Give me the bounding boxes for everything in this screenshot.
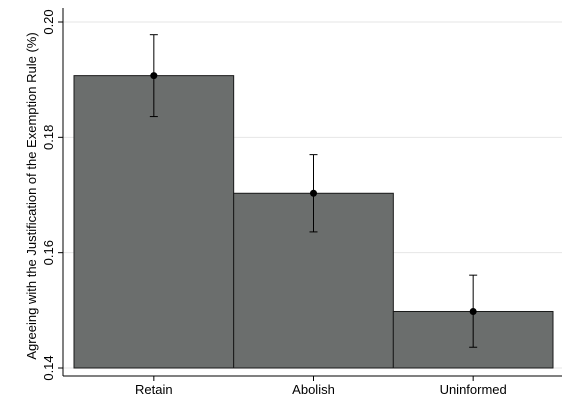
x-tick-label: Abolish xyxy=(292,382,335,397)
y-ticks: 0.14 0.16 0.18 0.20 xyxy=(41,9,63,381)
x-ticks: Retain Abolish Uninformed xyxy=(135,376,507,397)
mean-marker xyxy=(150,72,158,80)
x-tick-label: Uninformed xyxy=(440,382,507,397)
y-tick-label: 0.16 xyxy=(41,240,56,265)
error-bars xyxy=(149,34,478,348)
y-tick-label: 0.18 xyxy=(41,125,56,150)
mean-marker xyxy=(310,189,317,197)
bar-retain xyxy=(73,75,235,369)
x-tick-label: Retain xyxy=(135,382,173,397)
y-tick-label: 0.20 xyxy=(41,9,56,34)
y-tick-label: 0.14 xyxy=(41,355,56,380)
mean-marker xyxy=(469,307,477,315)
y-axis-title: Agreeing with the Justification of the E… xyxy=(24,32,39,359)
